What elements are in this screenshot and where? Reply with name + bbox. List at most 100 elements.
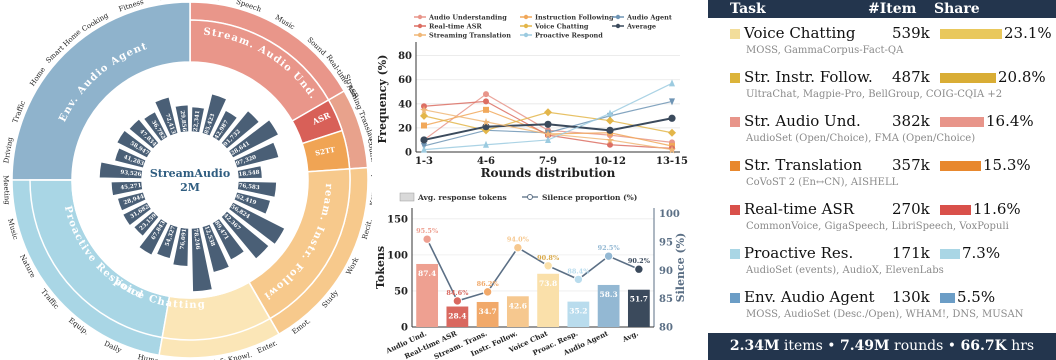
legend-label: Voice Chatting xyxy=(534,23,589,31)
table-row: Str. Instr. Follow. 487k 20.8% UltraChat, M… xyxy=(708,66,1056,106)
footer-hours-value: 66.7K xyxy=(960,338,1007,354)
task-name: Proactive Res. xyxy=(744,244,854,262)
legend-label: Streaming Translation xyxy=(429,32,511,40)
silence-point xyxy=(634,264,644,274)
silence-value-label: 92.5% xyxy=(598,244,621,252)
outer-category-label: QA & Knowl. xyxy=(206,351,253,360)
task-name: Str. Instr. Follow. xyxy=(744,68,873,86)
y-right-tick-label: 90 xyxy=(659,266,673,277)
task-swatch xyxy=(730,29,740,39)
legend-label: Average xyxy=(626,23,656,31)
y-axis-title: Frequency (%) xyxy=(376,55,389,144)
token-value-label: 28.4 xyxy=(448,312,466,321)
silence-value-label: 84.6% xyxy=(446,289,469,297)
legend-marker xyxy=(523,23,529,29)
outer-category-label: Human xyxy=(137,353,165,360)
radial-bar xyxy=(110,180,144,197)
footer-rounds-label: rounds xyxy=(894,338,944,354)
task-share: 5.5% xyxy=(957,288,996,306)
legend-label: Audio Understanding xyxy=(428,14,507,22)
radial-bar xyxy=(227,118,280,160)
task-sources: CoVoST 2 (En↔CN), AISHELL xyxy=(746,177,899,188)
silence-value-label: 90.2% xyxy=(628,257,651,265)
data-point xyxy=(545,135,551,143)
task-name: Real-time ASR xyxy=(744,200,855,218)
data-point xyxy=(420,136,428,144)
x-axis-title: Rounds distribution xyxy=(481,166,616,180)
token-value-label: 42.6 xyxy=(509,301,527,310)
radial-bar xyxy=(232,190,272,216)
legend-label: Audio Agent xyxy=(626,14,672,22)
task-sources: AudioSet (Open/Choice), FMA (Open/Choice… xyxy=(746,133,976,144)
token-bar xyxy=(567,301,590,327)
y-left-tick-label: 0 xyxy=(401,323,408,334)
bar-value-label: 76,091 xyxy=(180,228,188,250)
data-point xyxy=(421,122,427,129)
data-point xyxy=(606,135,614,144)
radial-bar xyxy=(200,92,228,138)
task-swatch xyxy=(730,161,740,171)
y-left-tick-label: 50 xyxy=(394,286,408,297)
token-bar xyxy=(446,306,469,327)
bar-value-label: 29,856 xyxy=(179,110,187,132)
share-bar xyxy=(940,29,1002,39)
radial-bar xyxy=(115,128,153,160)
data-point xyxy=(544,120,552,128)
silence-point xyxy=(573,274,584,285)
legend-label: Instruction Following xyxy=(535,14,614,22)
x-tick-label: 10-12 xyxy=(594,156,626,167)
radial-bar xyxy=(236,180,278,199)
task-share: 20.8% xyxy=(998,68,1046,86)
y-left-tick-label: 100 xyxy=(387,250,408,261)
radial-bar xyxy=(210,108,239,143)
token-bar xyxy=(627,289,650,327)
task-sources: MOSS, AudioSet (Desc./Open), WHAM!, DNS,… xyxy=(746,309,1024,320)
y-tick-label: 0 xyxy=(405,148,412,159)
y-tick-label: 60 xyxy=(398,75,412,86)
data-point xyxy=(669,79,675,87)
sunburst-chart: 22,341 85,42342,98791,732128,64197,32018,… xyxy=(0,0,372,360)
task-sources: AudioSet (events), AudioX, ElevenLabs xyxy=(746,265,944,276)
radial-bar xyxy=(219,109,261,151)
task-name: Env. Audio Agent xyxy=(744,288,875,306)
y-right-tick-label: 85 xyxy=(659,294,673,305)
outer-category-label: Count. xyxy=(366,138,372,163)
radial-bar xyxy=(210,217,246,262)
data-point xyxy=(483,91,489,98)
radial-bar xyxy=(219,209,271,261)
radial-bar xyxy=(116,190,148,213)
silence-line xyxy=(426,238,640,302)
legend-bar-label: Avg. response tokens xyxy=(417,193,507,202)
legend-marker xyxy=(615,14,621,20)
data-point xyxy=(607,141,613,148)
radial-bar xyxy=(173,103,190,134)
silence-point xyxy=(452,296,463,306)
task-sources: CommonVoice, GigaSpeech, LibriSpeech, Vo… xyxy=(746,221,1009,232)
task-items: 270k xyxy=(892,200,930,218)
silence-value-label: 95.5% xyxy=(416,227,439,235)
share-bar xyxy=(940,205,971,215)
data-point xyxy=(544,129,552,138)
task-sources: MOSS, GammaCorpus-Fact-QA xyxy=(746,45,904,56)
x-tick-label: 13-15 xyxy=(656,156,688,167)
task-name: Str. Audio Und. xyxy=(744,112,861,130)
x-tick-label: 7-9 xyxy=(539,156,557,167)
table-row: Proactive Res. 171k 7.3% AudioSet (events),… xyxy=(708,242,1056,282)
outer-category-label: Office xyxy=(199,0,221,2)
token-bar xyxy=(537,273,560,327)
task-name: Str. Translation xyxy=(744,156,863,174)
share-bar xyxy=(940,73,996,83)
table-row: Voice Chatting 539k 23.1% MOSS, GammaCorpus… xyxy=(708,22,1056,62)
legend-marker xyxy=(615,23,621,29)
task-name: Voice Chatting xyxy=(744,24,856,42)
bar-value-label: 22,341 xyxy=(193,110,201,132)
center-subtitle: 2M xyxy=(180,181,200,194)
y-left-title: Tokens xyxy=(374,246,387,289)
silence-point xyxy=(422,234,432,244)
bar-value-label: 18,548 xyxy=(238,170,260,178)
y-tick-label: 20 xyxy=(398,123,412,134)
s2tt-label: S2TT xyxy=(314,145,336,158)
table-row: Str. Audio Und. 382k 16.4% AudioSet (Open/C… xyxy=(708,110,1056,150)
legend-marker xyxy=(417,32,423,38)
task-share: 7.3% xyxy=(962,244,1001,262)
